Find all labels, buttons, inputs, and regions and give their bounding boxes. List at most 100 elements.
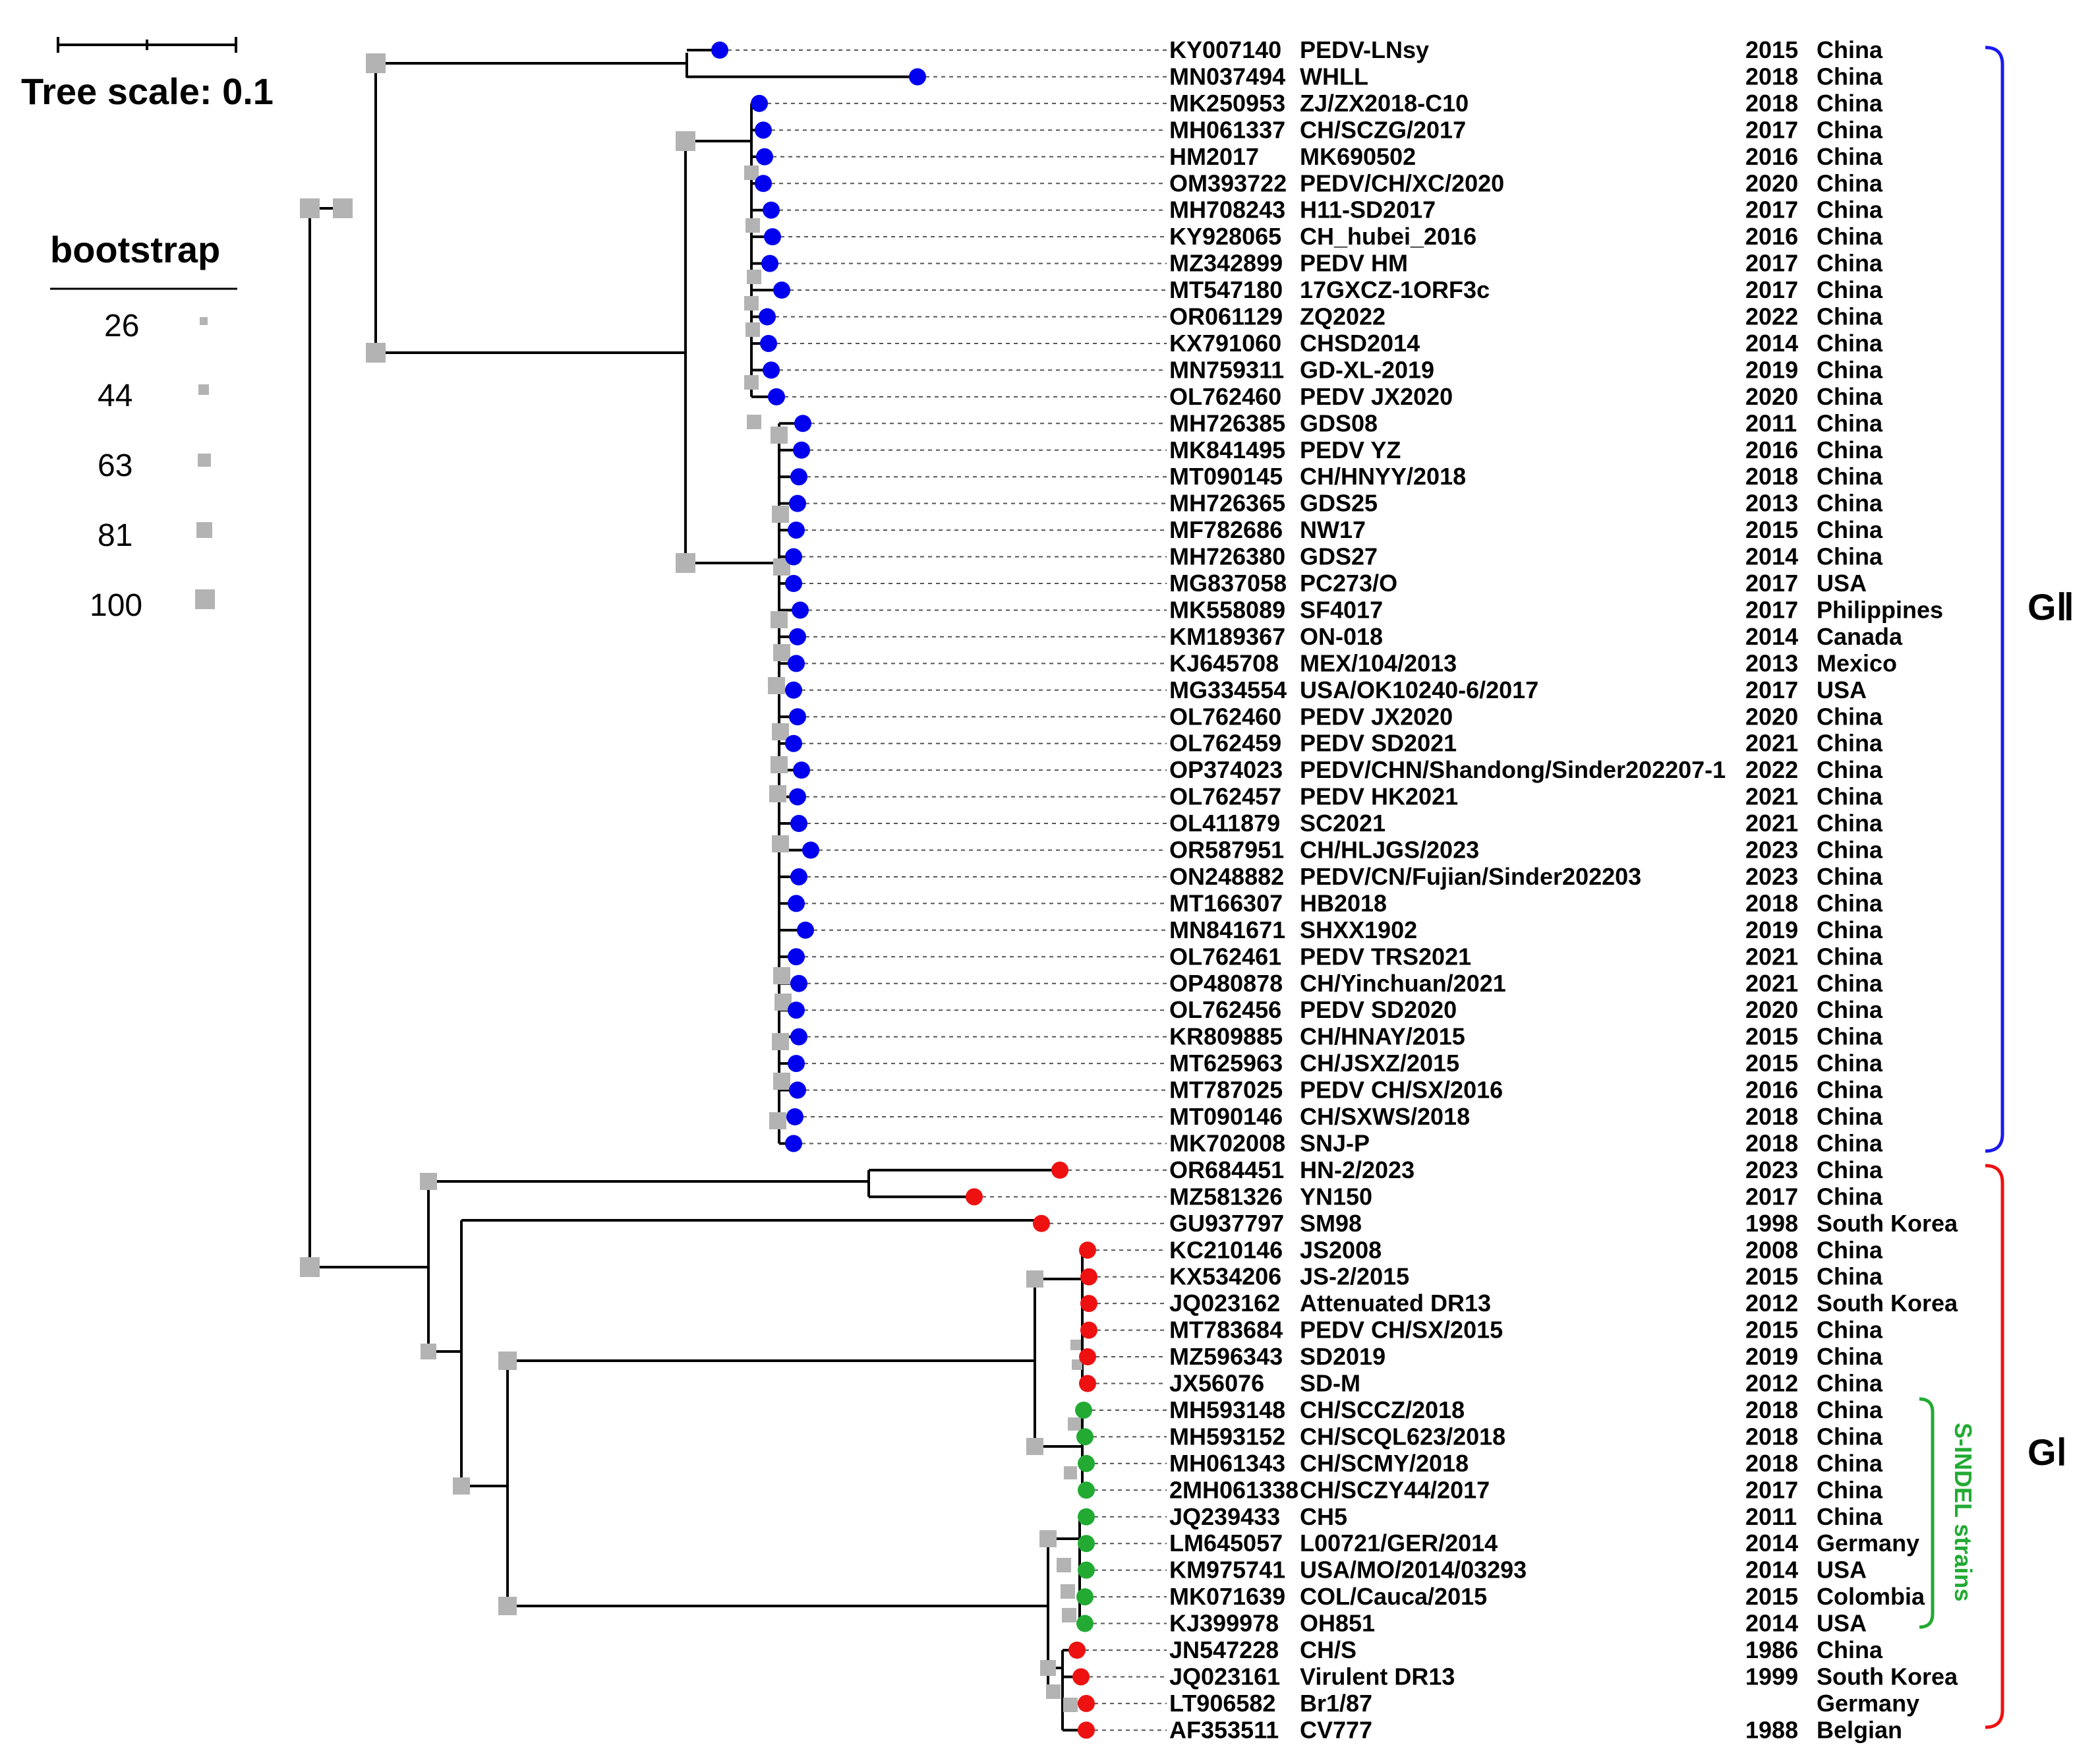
tip-marker (788, 655, 805, 672)
tip-marker (1080, 1295, 1097, 1313)
taxon-year: 2017 (1745, 250, 1798, 277)
tip-marker (755, 121, 772, 139)
tip-marker (760, 334, 777, 352)
taxon-year: 2011 (1745, 1503, 1797, 1530)
taxon-strain-name: CH/HNYY/2018 (1300, 463, 1466, 490)
taxon-country: China (1817, 383, 1883, 410)
bootstrap-node (1068, 1417, 1081, 1431)
taxon-accession: MN037494 (1169, 63, 1285, 90)
taxon-year: 2019 (1745, 1343, 1798, 1370)
taxon-strain-name: USA/OK10240-6/2017 (1300, 676, 1538, 703)
taxon-accession: MH061337 (1169, 116, 1285, 143)
tip-marker (788, 1055, 805, 1073)
taxon-year: 2014 (1745, 1530, 1798, 1557)
taxon-year: 2017 (1745, 676, 1798, 703)
taxon-country: China (1817, 996, 1883, 1023)
taxon-year: 1988 (1745, 1716, 1798, 1743)
taxon-accession: JQ239433 (1169, 1503, 1280, 1530)
tip-marker (1078, 1694, 1095, 1712)
bootstrap-node (747, 415, 761, 429)
taxon-strain-name: SC2021 (1300, 810, 1385, 837)
taxon-year: 2015 (1745, 1317, 1798, 1344)
taxon-accession: OL762456 (1169, 996, 1281, 1023)
tip-marker (1078, 1535, 1095, 1553)
taxon-country: China (1817, 116, 1883, 143)
taxon-accession: MH726385 (1169, 409, 1285, 436)
taxon-strain-name: GDS25 (1300, 490, 1378, 517)
taxon-accession: ON248882 (1169, 863, 1284, 890)
taxon-accession: KM189367 (1169, 623, 1285, 650)
bootstrap-node (366, 53, 386, 73)
taxon-accession: OM393722 (1169, 169, 1287, 196)
tip-marker (1078, 1721, 1095, 1739)
taxon-country: China (1817, 1343, 1883, 1370)
taxon-strain-name: USA/MO/2014/03293 (1300, 1557, 1527, 1584)
taxon-year: 2017 (1745, 116, 1798, 143)
tip-marker (1076, 1428, 1094, 1446)
taxon-strain-name: JS-2/2015 (1300, 1263, 1409, 1290)
taxon-accession: LM645057 (1169, 1530, 1283, 1557)
tip-marker (797, 921, 814, 939)
bootstrap-node (1026, 1270, 1043, 1288)
taxon-country: China (1817, 1023, 1883, 1050)
taxon-accession: MK071639 (1169, 1583, 1285, 1610)
taxon-strain-name: MEX/104/2013 (1300, 649, 1457, 676)
taxon-country: Canada (1817, 623, 1903, 650)
taxon-year: 2020 (1745, 169, 1798, 196)
bootstrap-node (1046, 1684, 1061, 1699)
taxon-strain-name: CH5 (1300, 1503, 1347, 1530)
taxon-accession: MH708243 (1169, 196, 1285, 223)
bootstrap-node (744, 375, 759, 390)
leader-lines (720, 49, 1167, 1731)
taxon-strain-name: CH/SCZY44/2017 (1300, 1476, 1490, 1503)
taxon-strain-name: ZJ/ZX2018-C10 (1300, 90, 1469, 117)
tip-marker (763, 201, 780, 219)
taxon-year: 2020 (1745, 996, 1798, 1023)
taxon-accession: MT547180 (1169, 276, 1283, 303)
legend-value-81: 81 (98, 518, 132, 553)
taxon-country: South Korea (1817, 1210, 1958, 1237)
taxon-strain-name: Attenuated DR13 (1300, 1290, 1491, 1317)
tip-marker (785, 548, 802, 566)
taxon-country: China (1817, 356, 1883, 383)
taxon-strain-name: PEDV JX2020 (1300, 383, 1453, 410)
tip-marker (785, 734, 802, 752)
indel-bracket: S-INDEL strains (1919, 1397, 1977, 1629)
bootstrap-node (745, 322, 760, 337)
taxon-strain-name: GDS27 (1300, 543, 1378, 570)
taxon-country: USA (1817, 570, 1867, 597)
taxon-year: 2018 (1745, 1396, 1798, 1423)
taxon-year: 2022 (1745, 303, 1798, 330)
tip-marker (1072, 1668, 1090, 1686)
taxon-accession: HM2017 (1169, 143, 1259, 170)
taxon-accession: OL411879 (1169, 810, 1280, 837)
taxon-country: China (1817, 196, 1883, 223)
taxon-accession: KX534206 (1169, 1263, 1281, 1290)
taxon-accession: KM975741 (1169, 1557, 1285, 1584)
taxon-accession: OL762461 (1169, 943, 1281, 970)
taxon-country: China (1817, 970, 1883, 997)
taxon-strain-name: SM98 (1300, 1210, 1362, 1237)
taxon-strain-name: CH/SCMY/2018 (1300, 1450, 1469, 1477)
taxon-accession: JX56076 (1169, 1370, 1264, 1397)
taxon-strain-name: Br1/87 (1300, 1690, 1372, 1717)
tip-marker (790, 974, 807, 992)
taxon-strain-name: CH/S (1300, 1636, 1356, 1663)
taxon-strain-name: COL/Cauca/2015 (1300, 1583, 1487, 1610)
taxon-country: South Korea (1817, 1663, 1958, 1690)
taxon-strain-name: Virulent DR13 (1300, 1663, 1455, 1690)
tip-marker (1051, 1161, 1068, 1179)
taxon-strain-name: YN150 (1300, 1183, 1372, 1210)
taxon-country: China (1817, 1450, 1883, 1477)
tip-marker (1078, 1481, 1095, 1499)
taxon-year: 2022 (1745, 756, 1798, 783)
taxon-country: China (1817, 889, 1883, 916)
tip-marker (1033, 1214, 1050, 1232)
tip-marker (1079, 1375, 1096, 1392)
taxon-accession: MT783684 (1169, 1317, 1283, 1344)
taxon-year: 2015 (1745, 36, 1798, 63)
taxon-accession: MZ342899 (1169, 250, 1283, 277)
taxon-year: 2014 (1745, 1610, 1798, 1637)
legend-value-100: 100 (90, 588, 142, 623)
taxon-accession: MK558089 (1169, 596, 1285, 623)
